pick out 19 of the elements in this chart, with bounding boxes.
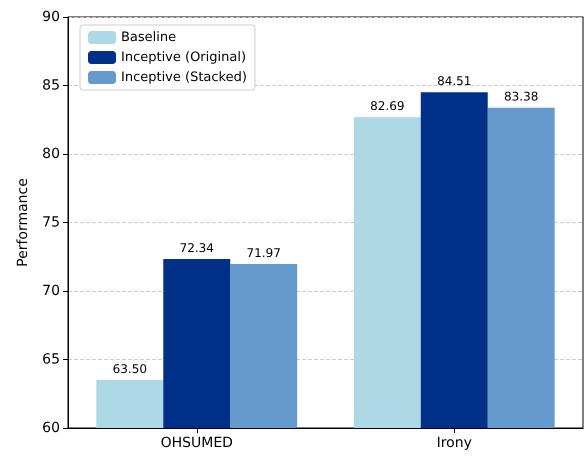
data-label: 63.50 (112, 362, 147, 376)
data-label: 84.51 (437, 74, 472, 88)
data-label: 83.38 (504, 90, 538, 104)
legend-label: Inceptive (Stacked) (121, 70, 247, 85)
y-tick-label: 80 (42, 146, 60, 162)
y-tick-label: 85 (42, 78, 60, 94)
y-tick-label: 70 (42, 283, 60, 299)
y-tick-label: 75 (42, 214, 60, 230)
data-label: 72.34 (180, 240, 214, 255)
x-tick-label: Irony (436, 435, 472, 451)
legend-label: Baseline (121, 30, 176, 45)
data-label: 82.69 (370, 99, 404, 114)
y-axis-title: Performance (15, 178, 31, 267)
legend-label: Inceptive (Original) (121, 50, 246, 65)
y-tick-label: 90 (42, 9, 60, 25)
y-tick-label: 65 (42, 352, 60, 368)
y-tick-label: 60 (42, 420, 60, 436)
x-tick-label: OHSUMED (160, 435, 233, 451)
data-label: 71.97 (246, 246, 281, 260)
